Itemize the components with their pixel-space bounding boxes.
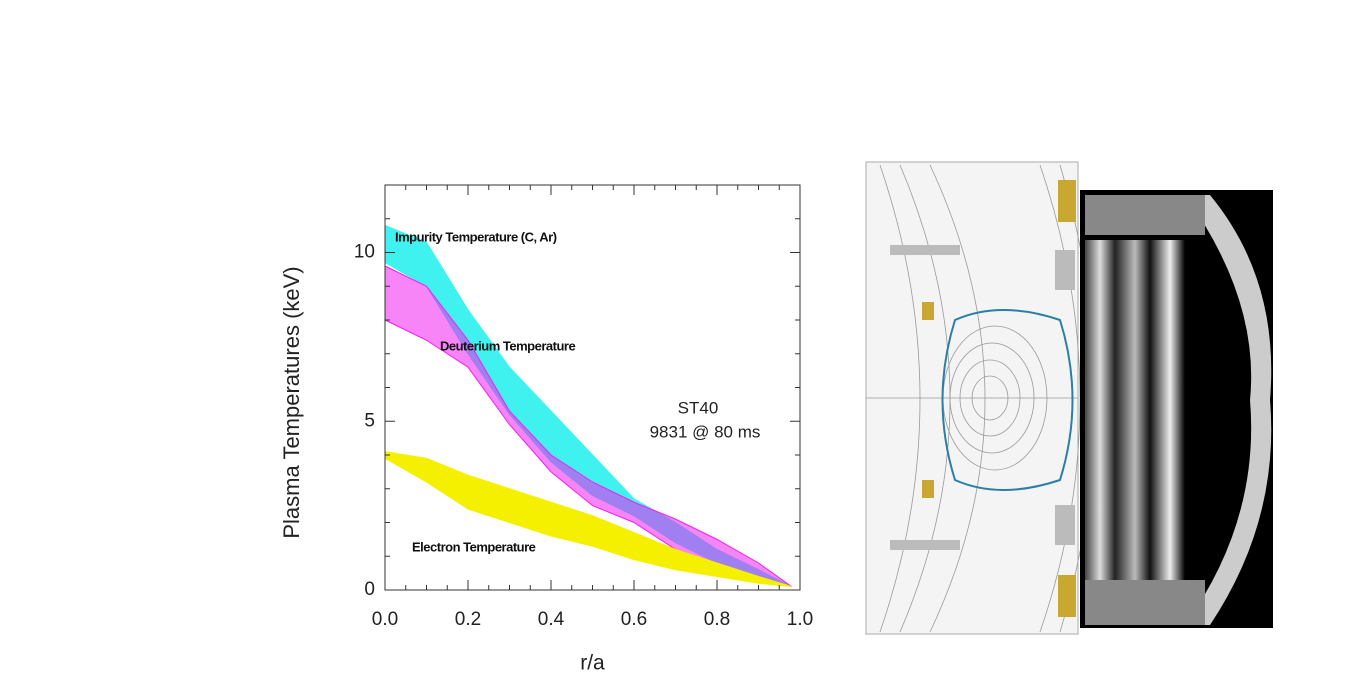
x-tick-label: 0.2 [455, 609, 481, 630]
x-tick-label: 0.0 [372, 609, 398, 630]
tokamak-diagram [865, 161, 1096, 635]
band-edge [384, 451, 792, 588]
annotation: ST40 [678, 398, 719, 417]
band-edge [384, 265, 792, 588]
band-area [385, 225, 792, 587]
x-tick-label: 0.4 [538, 609, 565, 630]
chart: Impurity Temperature (C, Ar) Deuterium Te… [279, 184, 813, 675]
band-label: Deuterium Temperature [440, 338, 575, 353]
x-tick-label: 1.0 [787, 609, 813, 630]
x-tick-label: 0.6 [621, 609, 647, 630]
annotation: 9831 @ 80 ms [650, 422, 761, 441]
y-axis-label: Plasma Temperatures (keV) [279, 266, 304, 538]
band-label: Impurity Temperature (C, Ar) [395, 229, 557, 244]
camera-image [1080, 190, 1273, 628]
y-tick-label: 5 [364, 410, 375, 431]
band-area [385, 266, 792, 587]
x-axis-label: r/a [580, 652, 605, 675]
y-tick-label: 0 [364, 579, 375, 600]
x-tick-label: 0.8 [704, 609, 730, 630]
y-tick-label: 10 [354, 242, 375, 263]
band-label: Electron Temperature [412, 539, 536, 554]
band-edge [384, 457, 792, 588]
band-area [385, 451, 792, 587]
